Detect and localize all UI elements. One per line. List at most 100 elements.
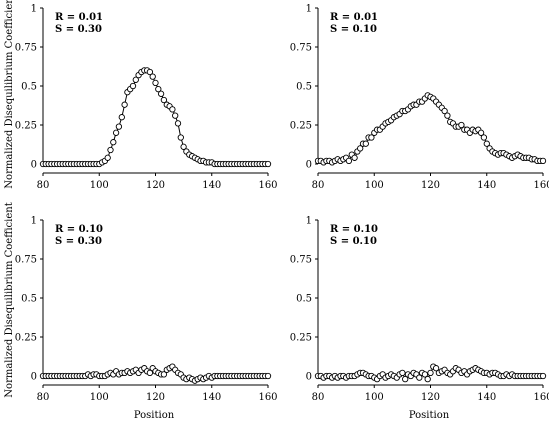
data-point <box>399 369 406 377</box>
y-tick-label: 0 <box>306 160 312 171</box>
param-annotation: S = 0.10 <box>330 236 377 247</box>
data-point <box>172 112 179 119</box>
data-point <box>444 112 451 119</box>
y-tick-label: 0.25 <box>290 121 312 132</box>
y-tick-label: 0.5 <box>296 82 312 93</box>
panel-3: 0 0.25 0.5 0.75 1 80 100 120 140 160 R = 0.10S = 0… <box>15 216 278 404</box>
data-point <box>416 374 423 381</box>
data-point <box>421 371 429 378</box>
x-tick-label: 120 <box>421 392 440 403</box>
param-annotation: S = 0.30 <box>55 236 102 247</box>
data-point <box>129 82 137 90</box>
param-annotation: R = 0.01 <box>55 12 103 23</box>
panel-4: 0 0.25 0.5 0.75 1 80 100 120 140 160 R = 0.10S = 0… <box>290 216 549 404</box>
y-tick-label: 0 <box>31 372 37 383</box>
data-point <box>174 120 182 127</box>
data-point <box>112 129 120 136</box>
y-tick-label: 1 <box>306 216 312 227</box>
y-tick-label: 0.5 <box>21 294 37 305</box>
data-point <box>160 371 168 378</box>
data-point <box>539 372 547 380</box>
x-tick-label: 120 <box>421 180 440 191</box>
param-annotation: R = 0.10 <box>330 224 378 235</box>
x-axis-title-right: Position <box>409 410 450 421</box>
y-tick-label: 1 <box>31 216 37 227</box>
x-tick-label: 140 <box>202 180 221 191</box>
data-point <box>357 145 364 152</box>
x-tick-label: 140 <box>202 392 221 403</box>
data-point <box>155 85 162 93</box>
data-point <box>115 123 123 130</box>
data-point <box>368 134 375 141</box>
y-tick-label: 1 <box>306 4 312 15</box>
panel-2: 0 0.25 0.5 0.75 1 80 100 120 140 160 R = 0.01S = 0… <box>290 4 549 192</box>
data-point <box>169 106 176 113</box>
data-point <box>345 157 353 165</box>
x-tick-label: 160 <box>258 180 277 191</box>
data-point <box>118 114 125 121</box>
y-tick-label: 0.5 <box>21 82 37 93</box>
y-tick-label: 0.25 <box>290 333 312 344</box>
x-tick-label: 140 <box>477 180 496 191</box>
data-point <box>146 369 154 377</box>
y-tick-label: 1 <box>31 4 37 15</box>
data-point <box>441 107 448 115</box>
x-tick-label: 120 <box>146 180 165 191</box>
y-tick-label: 0.25 <box>15 121 37 132</box>
y-axis-title-bottom: Normalized Disequilibrium Coefficient <box>4 202 15 397</box>
x-tick-label: 100 <box>365 392 384 403</box>
data-point <box>157 90 165 97</box>
data-point <box>132 76 139 83</box>
x-tick-label: 80 <box>312 180 325 191</box>
data-point <box>402 375 409 383</box>
x-tick-label: 160 <box>533 180 549 191</box>
y-tick-label: 0.75 <box>290 43 312 54</box>
x-tick-label: 100 <box>90 180 109 191</box>
x-tick-label: 80 <box>312 392 325 403</box>
y-tick-label: 0.75 <box>290 255 312 266</box>
data-point <box>152 79 159 87</box>
data-point <box>107 146 114 154</box>
param-annotation: R = 0.10 <box>55 224 103 235</box>
data-point <box>477 129 485 136</box>
param-annotation: S = 0.10 <box>330 24 377 35</box>
data-point <box>480 134 488 141</box>
x-tick-label: 120 <box>146 392 165 403</box>
data-point <box>427 369 434 377</box>
y-axis-title-top: Normalized Disequilibrium Coefficient <box>4 0 15 189</box>
data-point <box>264 160 272 168</box>
data-point <box>362 140 369 147</box>
data-point <box>160 96 168 104</box>
data-point <box>539 157 547 165</box>
data-point <box>104 154 111 161</box>
data-point <box>110 139 117 146</box>
y-tick-label: 0 <box>31 160 37 171</box>
x-axis-title-left: Position <box>134 410 175 421</box>
y-tick-label: 0 <box>306 372 312 383</box>
data-point <box>177 134 184 141</box>
data-point <box>180 143 187 150</box>
x-tick-label: 140 <box>477 392 496 403</box>
param-annotation: S = 0.30 <box>55 24 102 35</box>
y-tick-label: 0.75 <box>15 43 37 54</box>
x-tick-label: 100 <box>365 180 384 191</box>
data-point <box>121 101 128 108</box>
data-point <box>432 365 440 372</box>
data-point <box>149 73 156 80</box>
data-point <box>458 121 465 129</box>
x-tick-label: 160 <box>258 392 277 403</box>
x-tick-label: 100 <box>90 392 109 403</box>
panel-1: 0 0.25 0.5 0.75 1 80 100 120 140 160 R = 0.01S = 0… <box>15 4 278 192</box>
x-tick-label: 80 <box>37 180 50 191</box>
x-tick-label: 80 <box>37 392 50 403</box>
data-point <box>351 154 358 161</box>
data-point <box>146 68 154 76</box>
x-tick-label: 160 <box>533 392 549 403</box>
param-annotation: R = 0.01 <box>330 12 378 23</box>
data-point <box>483 140 490 147</box>
y-tick-label: 0.25 <box>15 333 37 344</box>
data-point <box>424 375 431 383</box>
y-tick-label: 0.75 <box>15 255 37 266</box>
